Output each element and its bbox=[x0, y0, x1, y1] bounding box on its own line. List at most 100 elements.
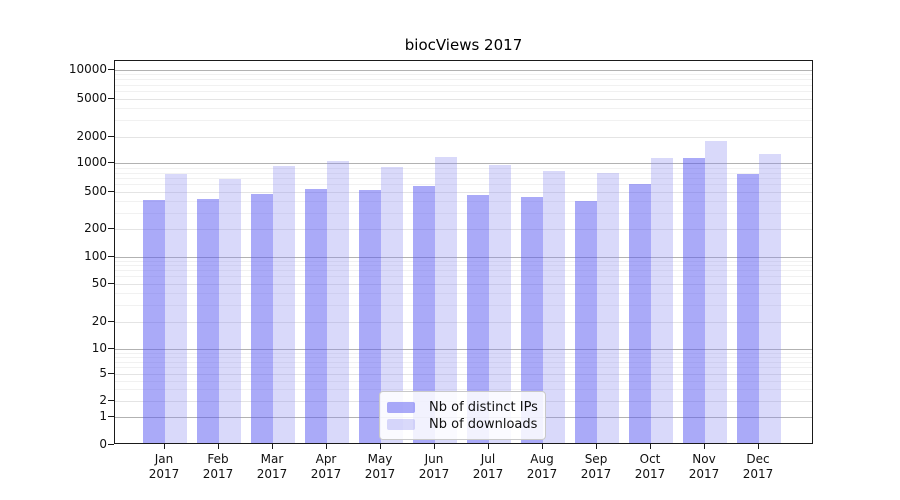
bar-distinct-ips-mar bbox=[251, 194, 273, 443]
x-tick-jun bbox=[434, 444, 435, 449]
gridline-minor-y-60 bbox=[115, 276, 812, 278]
gridline-minor-y-40 bbox=[115, 292, 812, 294]
x-tick-label-year-mar: 2017 bbox=[256, 467, 288, 481]
y-tick-20 bbox=[108, 321, 114, 322]
x-tick-sep bbox=[596, 444, 597, 449]
y-tick-50 bbox=[108, 282, 114, 284]
y-tick-label-10: 10 bbox=[91, 341, 107, 355]
bar-downloads-feb bbox=[219, 179, 241, 443]
x-tick-label-aug: Aug 2017 bbox=[512, 452, 572, 482]
x-tick-label-month-dec: Dec bbox=[746, 452, 770, 466]
x-tick-nov bbox=[704, 444, 705, 449]
gridline-minor-y-30 bbox=[115, 304, 812, 306]
bar-downloads-aug bbox=[543, 170, 565, 443]
x-tick-apr bbox=[326, 444, 327, 449]
y-tick-label-100: 100 bbox=[84, 248, 107, 263]
y-tick-2 bbox=[108, 400, 114, 401]
x-tick-dec bbox=[758, 444, 759, 449]
bar-downloads-mar bbox=[273, 165, 295, 443]
x-tick-label-jan: Jan 2017 bbox=[134, 452, 194, 482]
gridline-y-50 bbox=[115, 283, 812, 285]
y-tick-100 bbox=[108, 255, 114, 257]
bar-distinct-ips-aug bbox=[521, 197, 543, 443]
x-tick-label-year-nov: 2017 bbox=[688, 467, 720, 481]
y-tick-label-5: 5 bbox=[99, 366, 107, 380]
chart-legend: Nb of distinct IPs Nb of downloads bbox=[379, 391, 546, 440]
y-tick-2000 bbox=[108, 136, 114, 137]
bar-distinct-ips-may bbox=[359, 190, 381, 443]
chart-title: biocViews 2017 bbox=[404, 36, 523, 54]
gridline-minor-y-3 bbox=[115, 389, 812, 391]
x-tick-label-mar: Mar 2017 bbox=[242, 452, 302, 482]
gridline-minor-y-8 bbox=[115, 357, 812, 359]
gridline-minor-y-700 bbox=[115, 178, 812, 180]
y-tick-0 bbox=[108, 444, 114, 445]
bar-downloads-jul bbox=[489, 165, 511, 443]
x-tick-label-year-jul: 2017 bbox=[472, 467, 504, 481]
x-tick-label-year-dec: 2017 bbox=[742, 467, 774, 481]
x-tick-jan bbox=[164, 444, 165, 449]
gridline-minor-y-400 bbox=[115, 201, 812, 203]
x-tick-label-month-jan: Jan bbox=[154, 452, 174, 466]
legend-label-downloads: Nb of downloads bbox=[429, 417, 538, 432]
gridline-minor-y-80 bbox=[115, 265, 812, 267]
y-tick-label-20: 20 bbox=[91, 314, 107, 328]
y-tick-200 bbox=[108, 228, 114, 230]
y-tick-1000 bbox=[108, 162, 114, 164]
bar-distinct-ips-oct bbox=[629, 183, 651, 443]
y-tick-10 bbox=[108, 348, 114, 349]
x-tick-label-month-jun: Jun bbox=[424, 452, 444, 466]
gridline-y-10 bbox=[115, 349, 812, 350]
gridline-y-200 bbox=[115, 229, 812, 231]
gridline-minor-y-9 bbox=[115, 352, 812, 354]
x-tick-label-nov: Nov 2017 bbox=[674, 452, 734, 482]
bar-distinct-ips-dec bbox=[737, 173, 759, 443]
x-tick-label-may: May 2017 bbox=[350, 452, 410, 482]
x-tick-label-year-sep: 2017 bbox=[580, 467, 612, 481]
gridline-y-20 bbox=[115, 322, 812, 323]
x-tick-oct bbox=[650, 444, 651, 449]
gridline-y-2000 bbox=[115, 137, 812, 138]
y-tick-label-500: 500 bbox=[84, 184, 107, 198]
y-tick-5 bbox=[108, 373, 114, 374]
bar-downloads-apr bbox=[327, 161, 349, 443]
gridline-minor-y-300 bbox=[115, 212, 812, 214]
bar-downloads-nov bbox=[705, 140, 727, 443]
gridline-minor-y-9000 bbox=[115, 74, 812, 76]
bar-downloads-jan bbox=[165, 173, 187, 443]
y-tick-1 bbox=[108, 416, 114, 417]
bar-distinct-ips-sep bbox=[575, 200, 597, 443]
x-tick-label-month-mar: Mar bbox=[260, 452, 284, 466]
bar-distinct-ips-jun bbox=[413, 186, 435, 443]
x-tick-label-month-jul: Jul bbox=[480, 452, 496, 466]
x-tick-label-month-apr: Apr bbox=[315, 452, 337, 466]
gridline-minor-y-4000 bbox=[115, 108, 812, 110]
y-tick-10000 bbox=[108, 69, 114, 70]
x-tick-label-month-may: May bbox=[367, 452, 393, 466]
x-tick-label-year-apr: 2017 bbox=[310, 467, 342, 481]
gridline-y-10000 bbox=[115, 70, 812, 71]
plot-area bbox=[114, 60, 813, 444]
bar-distinct-ips-nov bbox=[683, 158, 705, 443]
x-tick-label-jul: Jul 2017 bbox=[458, 452, 518, 482]
x-tick-label-month-nov: Nov bbox=[692, 452, 716, 466]
legend-label-distinct-ips: Nb of distinct IPs bbox=[429, 400, 538, 415]
x-tick-label-year-jun: 2017 bbox=[418, 467, 450, 481]
gridline-minor-y-900 bbox=[115, 167, 812, 169]
x-tick-label-month-aug: Aug bbox=[530, 452, 554, 466]
legend-swatch-distinct-ips-icon bbox=[387, 402, 415, 413]
x-tick-may bbox=[380, 444, 381, 449]
gridline-minor-y-7000 bbox=[115, 84, 812, 86]
bar-distinct-ips-feb bbox=[197, 198, 219, 443]
x-tick-label-month-sep: Sep bbox=[584, 452, 608, 466]
bar-downloads-may bbox=[381, 167, 403, 443]
gridline-y-5000 bbox=[115, 98, 812, 100]
legend-swatch-downloads-icon bbox=[387, 419, 415, 430]
bar-downloads-dec bbox=[759, 154, 781, 443]
y-tick-500 bbox=[108, 191, 114, 192]
y-tick-label-200: 200 bbox=[84, 221, 107, 236]
gridline-y-100 bbox=[115, 256, 812, 258]
x-tick-label-feb: Feb 2017 bbox=[188, 452, 248, 482]
x-tick-label-dec: Dec 2017 bbox=[728, 452, 788, 482]
legend-item-downloads: Nb of downloads bbox=[387, 416, 545, 433]
